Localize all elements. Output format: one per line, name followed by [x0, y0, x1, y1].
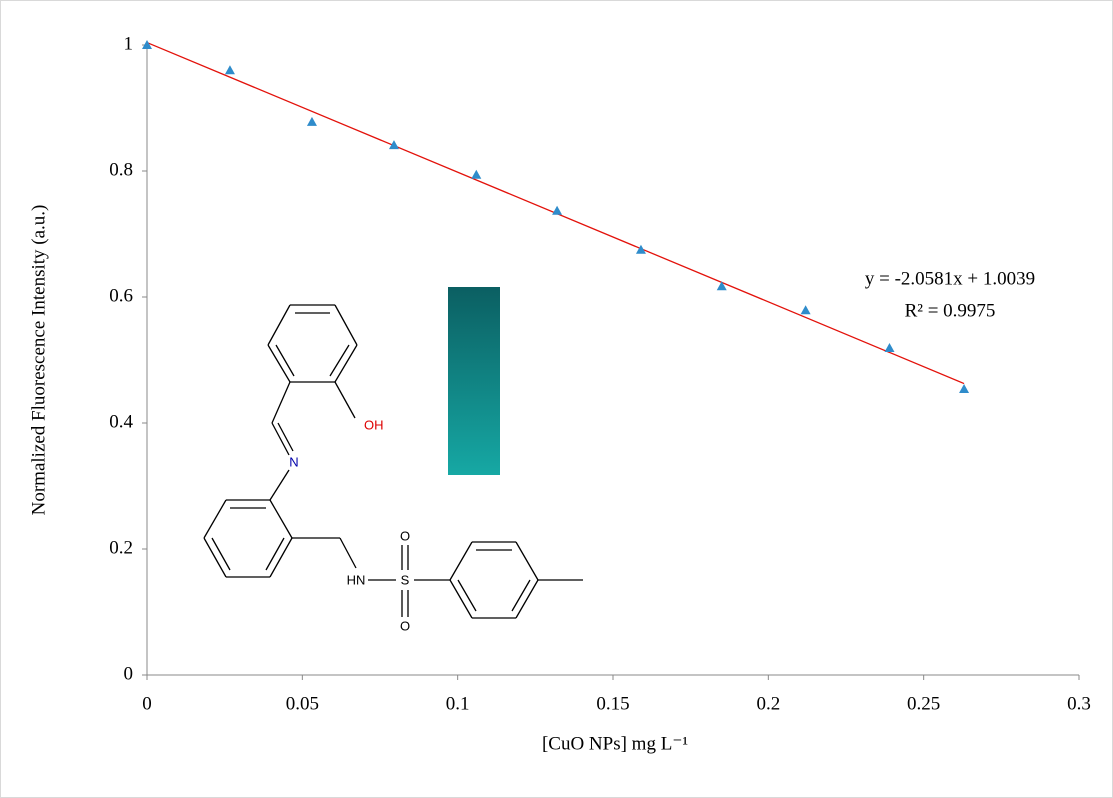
marker: [552, 205, 563, 215]
trendline-equation: y = -2.0581x + 1.0039: [865, 268, 1035, 289]
y-tick-label: 0.4: [109, 411, 133, 432]
marker: [716, 281, 727, 291]
marker: [800, 305, 811, 315]
marker: [142, 40, 152, 49]
cuvette-photo: [448, 287, 500, 475]
x-tick-label: 0.15: [596, 693, 629, 714]
x-tick-label: 0: [142, 693, 152, 714]
x-tick-label: 0.2: [756, 693, 780, 714]
atom-label: HN: [347, 572, 366, 587]
trendline-r2: R² = 0.9975: [905, 300, 996, 321]
y-tick-label: 0.2: [109, 537, 133, 558]
x-tick-label: 0.05: [286, 693, 319, 714]
marker: [959, 383, 970, 393]
y-tick-label: 0: [124, 663, 134, 684]
molecule: OH N HN S O O: [203, 304, 583, 633]
marker: [306, 116, 317, 126]
x-axis-label: [CuO NPs] mg L⁻¹: [542, 733, 688, 754]
atom-label: N: [289, 454, 298, 469]
marker: [471, 169, 482, 179]
y-axis-label: Normalized Fluorescence Intensity (a.u.): [28, 205, 49, 516]
y-tick-label: 0.8: [109, 159, 133, 180]
atom-label: O: [400, 618, 410, 633]
x-tick-label: 0.3: [1067, 693, 1091, 714]
y-tick-label: 0.6: [109, 285, 133, 306]
y-tick-label: 1: [124, 33, 134, 54]
atom-label: OH: [364, 417, 384, 432]
marker: [224, 65, 235, 75]
atom-label: O: [400, 528, 410, 543]
marker: [388, 140, 399, 150]
x-tick-label: 0.25: [907, 693, 940, 714]
marker: [884, 343, 895, 353]
x-tick-label: 0.1: [446, 693, 470, 714]
atom-label: S: [401, 572, 410, 587]
marker: [635, 244, 646, 254]
